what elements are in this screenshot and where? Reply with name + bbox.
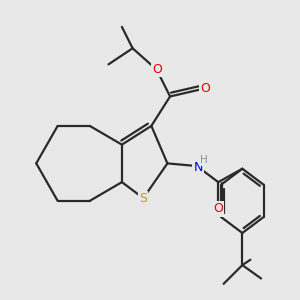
- Text: O: O: [200, 82, 210, 95]
- Text: O: O: [152, 63, 162, 76]
- Text: S: S: [139, 192, 147, 205]
- Text: O: O: [213, 202, 223, 215]
- Text: H: H: [200, 155, 207, 165]
- Text: N: N: [194, 161, 203, 174]
